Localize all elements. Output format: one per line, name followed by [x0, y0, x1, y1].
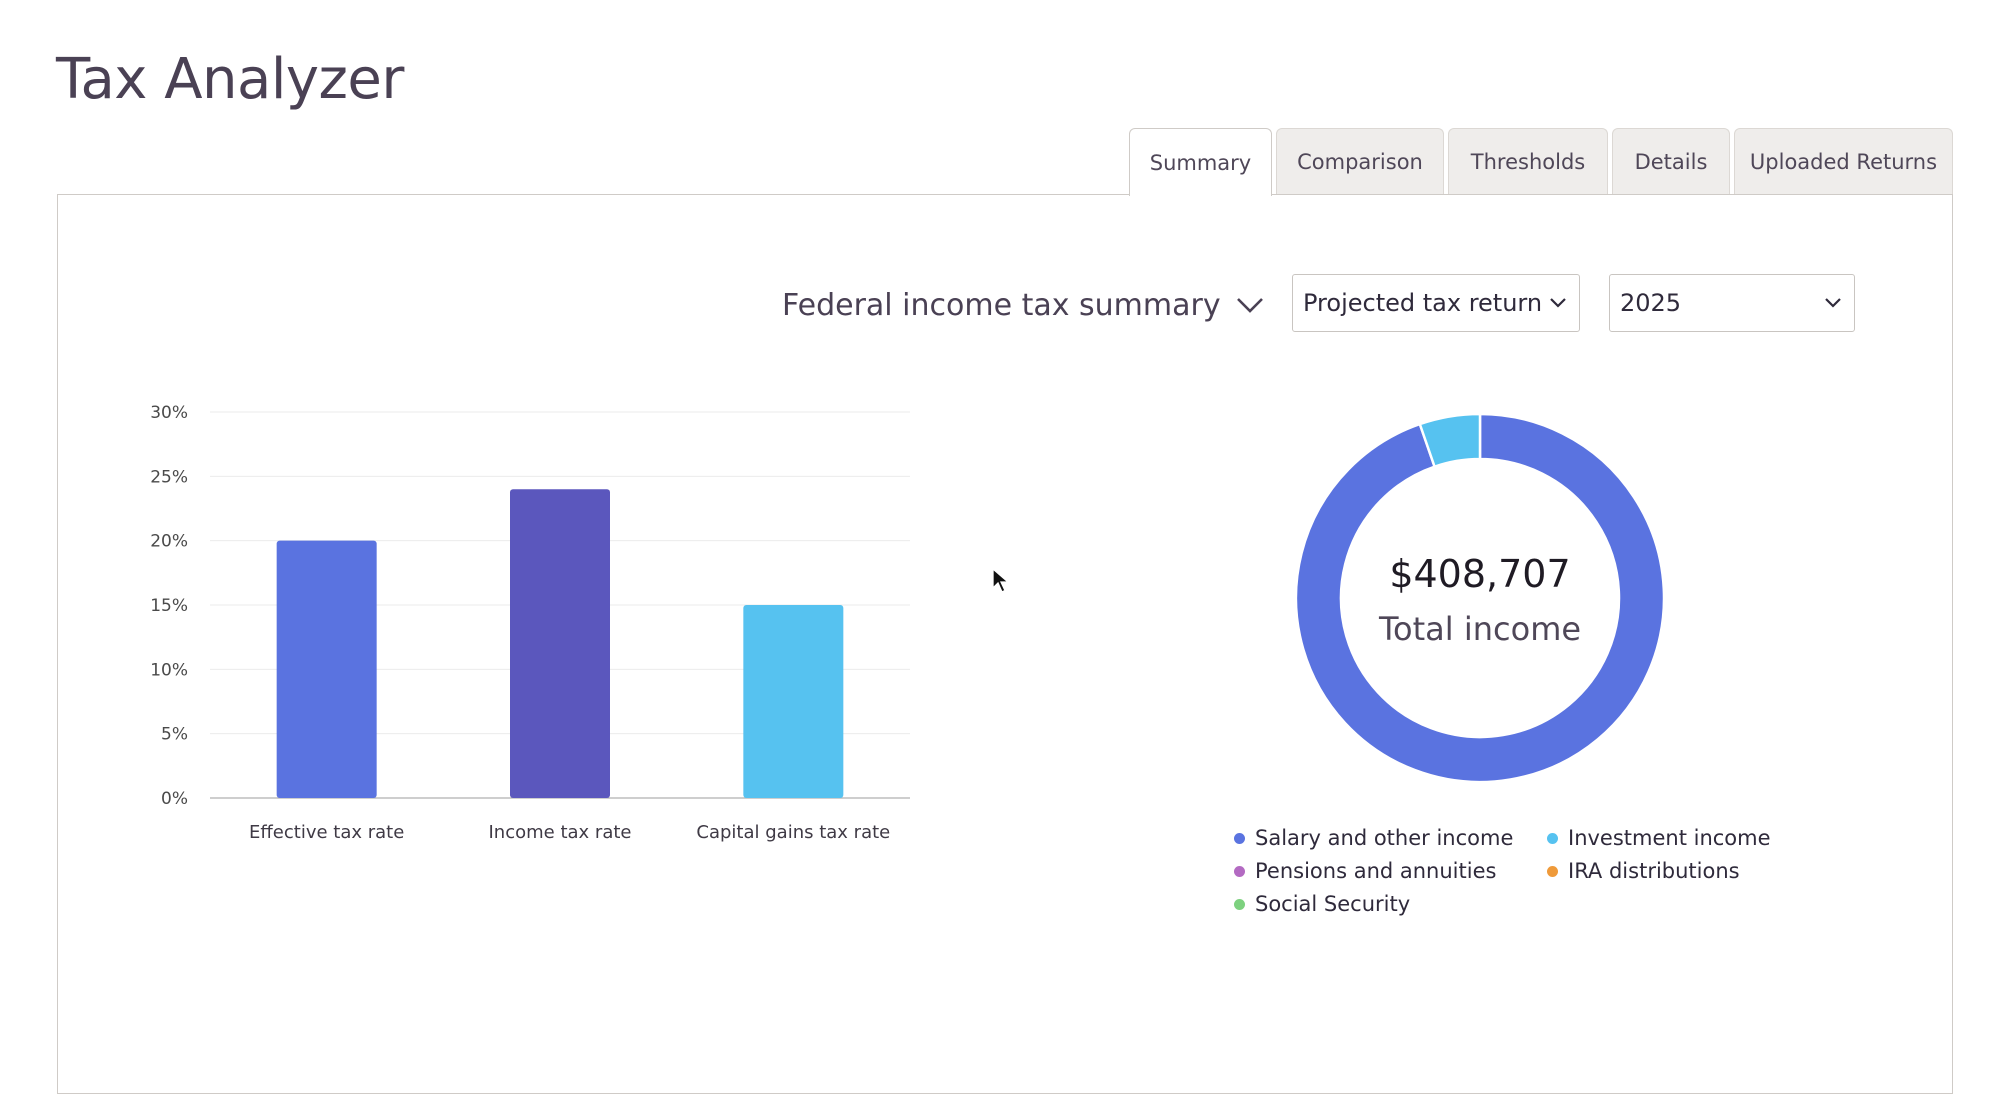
return-type-select[interactable]: Projected tax return: [1292, 274, 1580, 332]
mouse-cursor-icon: [992, 568, 1010, 593]
y-tick-label: 0%: [161, 789, 188, 809]
donut-slice-0[interactable]: [1294, 412, 1666, 784]
legend-item-social-security: Social Security: [1234, 889, 1410, 919]
summary-type-label: Federal income tax summary: [782, 287, 1221, 323]
legend-item-ira: IRA distributions: [1547, 856, 1740, 886]
legend-label: Pensions and annuities: [1255, 859, 1497, 883]
tab-thresholds[interactable]: Thresholds: [1448, 128, 1608, 194]
y-tick-label: 15%: [150, 596, 188, 616]
return-type-value: Projected tax return: [1303, 289, 1543, 317]
legend-label: IRA distributions: [1568, 859, 1740, 883]
tab-comparison[interactable]: Comparison: [1276, 128, 1444, 194]
tax-rate-bar-chart: 0% 5% 10% 15% 20% 25% 30% Effective tax rate Inc…: [150, 403, 910, 843]
total-income-value: $408,707: [1389, 552, 1571, 596]
tab-details[interactable]: Details: [1612, 128, 1730, 194]
tab-summary[interactable]: Summary: [1129, 128, 1272, 196]
bar-effective[interactable]: [276, 540, 377, 798]
legend-label: Social Security: [1255, 892, 1411, 916]
y-tick-label: 20%: [150, 532, 188, 552]
total-income-label: Total income: [1378, 610, 1582, 648]
legend-dot-icon: [1547, 832, 1558, 844]
tab-bar: Summary Comparison Thresholds Details Up…: [0, 128, 2000, 196]
legend-item-investment: Investment income: [1547, 823, 1771, 853]
tab-uploaded-returns[interactable]: Uploaded Returns: [1734, 128, 1953, 194]
x-category-label: Capital gains tax rate: [696, 822, 890, 843]
legend-dot-icon: [1234, 865, 1245, 877]
total-income-donut-chart: [1294, 412, 1666, 784]
chevron-down-icon: [1550, 298, 1566, 308]
y-tick-label: 10%: [150, 660, 188, 680]
chevron-down-icon: [1236, 298, 1263, 313]
legend-label: Salary and other income: [1255, 826, 1514, 850]
year-value: 2025: [1620, 289, 1682, 317]
y-tick-label: 25%: [150, 467, 188, 487]
legend-item-pensions: Pensions and annuities: [1234, 856, 1496, 886]
x-category-label: Income tax rate: [489, 822, 632, 843]
donut-slice-1[interactable]: [1418, 412, 1482, 469]
y-tick-label: 5%: [161, 725, 188, 745]
legend-label: Investment income: [1568, 826, 1771, 850]
x-category-label: Effective tax rate: [249, 822, 404, 843]
legend-item-salary: Salary and other income: [1234, 823, 1513, 853]
bar-income[interactable]: [510, 489, 610, 798]
summary-type-dropdown[interactable]: Federal income tax summary: [782, 280, 1265, 330]
app-title: Tax Analyzer: [56, 47, 404, 112]
legend-dot-icon: [1234, 898, 1245, 910]
y-tick-label: 30%: [150, 403, 188, 423]
legend-dot-icon: [1234, 832, 1245, 844]
chevron-down-icon: [1825, 298, 1841, 308]
legend-dot-icon: [1547, 865, 1558, 877]
bar-capital-gains[interactable]: [743, 605, 844, 798]
year-select[interactable]: 2025: [1609, 274, 1855, 332]
